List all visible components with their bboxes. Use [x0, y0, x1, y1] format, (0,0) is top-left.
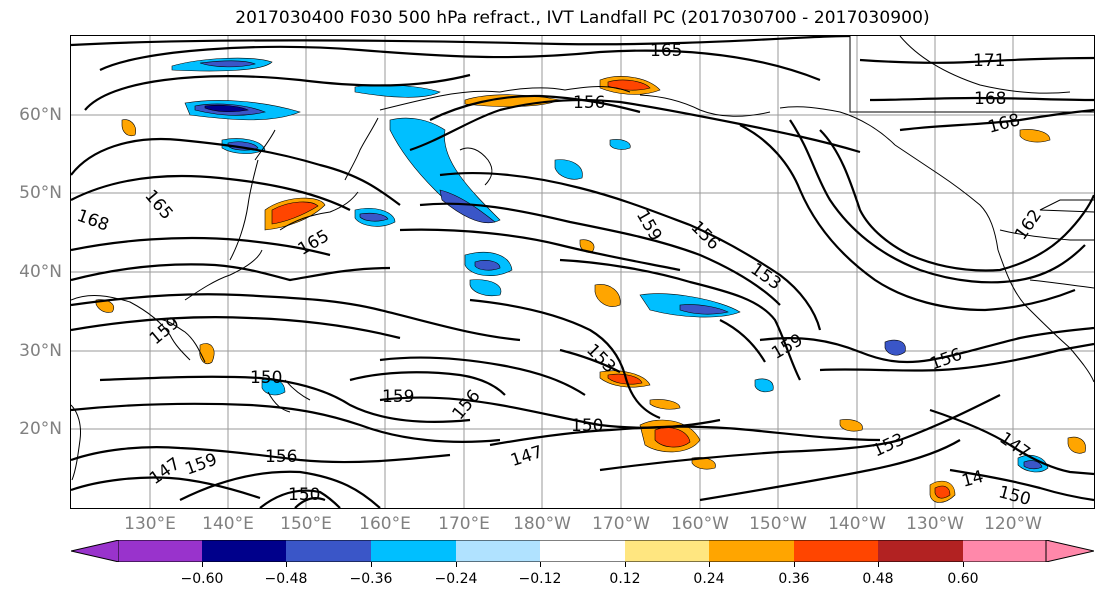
lat-label-60n: 60°N — [19, 105, 62, 125]
contour-label: 150 — [288, 485, 320, 505]
contour-label: 150 — [571, 416, 603, 436]
colorbar-tickmark — [963, 562, 964, 567]
chart-title: 2017030400 F030 500 hPa refract., IVT La… — [235, 8, 930, 28]
lon-label-150e: 150°E — [280, 514, 332, 534]
coastlines — [71, 36, 1094, 481]
contour-label: 165 — [650, 41, 682, 61]
colorbar-tickmark — [625, 562, 626, 567]
map-svg: 165 171 168 168 156 159 156 153 162 159 … — [71, 36, 1094, 508]
lon-label-130w: 130°W — [906, 514, 964, 534]
lon-label-170w: 170°W — [592, 514, 650, 534]
colorbar-segment — [878, 540, 963, 562]
lat-label-50n: 50°N — [19, 183, 62, 203]
colorbar-segment — [963, 540, 1046, 562]
lon-label-180w: 180°W — [513, 514, 571, 534]
colorbar-tickmark — [456, 562, 457, 567]
lon-label-140e: 140°E — [202, 514, 254, 534]
contour-label: 153 — [747, 259, 785, 294]
colorbar-tick-label: −0.12 — [518, 571, 562, 587]
colorbar-tickmark — [709, 562, 710, 567]
colorbar-tick-label: 0.48 — [862, 571, 894, 587]
contour-label: 159 — [382, 387, 414, 407]
colorbar-segment — [202, 540, 286, 562]
colorbar-tick-label: −0.60 — [180, 571, 224, 587]
colorbar-tick-label: −0.48 — [264, 571, 308, 587]
colorbar-segment — [286, 540, 371, 562]
contour-label: 168 — [74, 206, 111, 236]
contour-label: 156 — [927, 345, 964, 375]
colorbar-tick-label: 0.12 — [609, 571, 641, 587]
map-panel: 165 171 168 168 156 159 156 153 162 159 … — [71, 36, 1094, 508]
contour-label: 153 — [870, 430, 908, 462]
colorbar — [71, 540, 1094, 562]
lon-label-140w: 140°W — [828, 514, 886, 534]
height-contours — [71, 36, 1094, 508]
shaded-anomaly-field — [95, 57, 1086, 503]
contour-label: 165 — [140, 186, 176, 224]
contour-label: 159 — [182, 450, 219, 480]
contour-label: 150 — [996, 482, 1033, 508]
colorbar-tickmark — [540, 562, 541, 567]
colorbar-segment — [371, 540, 456, 562]
colorbar-segment — [794, 540, 878, 562]
lon-label-130e: 130°E — [124, 514, 176, 534]
contour-label: 162 — [1011, 206, 1046, 244]
colorbar-tick-label: 0.60 — [947, 571, 979, 587]
contour-label: 147 — [508, 442, 545, 471]
lon-label-160e: 160°E — [359, 514, 411, 534]
colorbar-segment — [709, 540, 794, 562]
contour-label: 159 — [632, 207, 666, 245]
colorbar-extend-min — [71, 540, 120, 562]
lat-label-40n: 40°N — [19, 262, 62, 282]
colorbar-tickmark — [286, 562, 287, 567]
lat-label-30n: 30°N — [19, 341, 62, 361]
graticule — [71, 36, 1094, 508]
colorbar-segment — [625, 540, 709, 562]
contour-label: 156 — [687, 217, 724, 254]
colorbar-tickmark — [202, 562, 203, 567]
colorbar-extend-max — [1045, 540, 1094, 562]
colorbar-tickmark — [371, 562, 372, 567]
lon-label-160w: 160°W — [671, 514, 729, 534]
colorbar-tickmark — [794, 562, 795, 567]
colorbar-segment — [540, 540, 625, 562]
colorbar-tick-label: 0.24 — [693, 571, 725, 587]
contour-label: 168 — [986, 110, 1023, 138]
contour-label: 14 — [960, 467, 986, 492]
contour-label: 171 — [973, 51, 1005, 71]
contour-label: 147 — [146, 454, 184, 489]
contour-label: 156 — [448, 386, 484, 424]
colorbar-tick-label: −0.36 — [349, 571, 393, 587]
contour-label: 150 — [250, 368, 282, 388]
lon-label-170e: 170°E — [438, 514, 490, 534]
colorbar-segment — [119, 540, 202, 562]
colorbar-segment — [456, 540, 540, 562]
contour-label: 156 — [573, 93, 605, 113]
lon-label-120w: 120°W — [984, 514, 1042, 534]
lat-label-20n: 20°N — [19, 419, 62, 439]
lon-label-150w: 150°W — [749, 514, 807, 534]
colorbar-tick-label: 0.36 — [778, 571, 810, 587]
contour-label: 159 — [768, 330, 806, 364]
contour-label: 156 — [265, 447, 297, 467]
colorbar-tick-label: −0.24 — [434, 571, 478, 587]
contour-label: 168 — [974, 89, 1006, 109]
colorbar-tickmark — [878, 562, 879, 567]
